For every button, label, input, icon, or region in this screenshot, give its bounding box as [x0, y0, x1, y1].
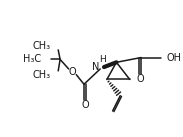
Text: CH₃: CH₃	[32, 70, 51, 80]
Text: O: O	[81, 100, 89, 110]
Text: N: N	[92, 62, 99, 72]
Text: CH₃: CH₃	[32, 41, 51, 51]
Text: H₃C: H₃C	[23, 54, 41, 64]
Text: H: H	[99, 55, 105, 64]
Text: OH: OH	[167, 52, 182, 62]
Text: O: O	[137, 74, 144, 84]
Text: O: O	[69, 67, 76, 77]
